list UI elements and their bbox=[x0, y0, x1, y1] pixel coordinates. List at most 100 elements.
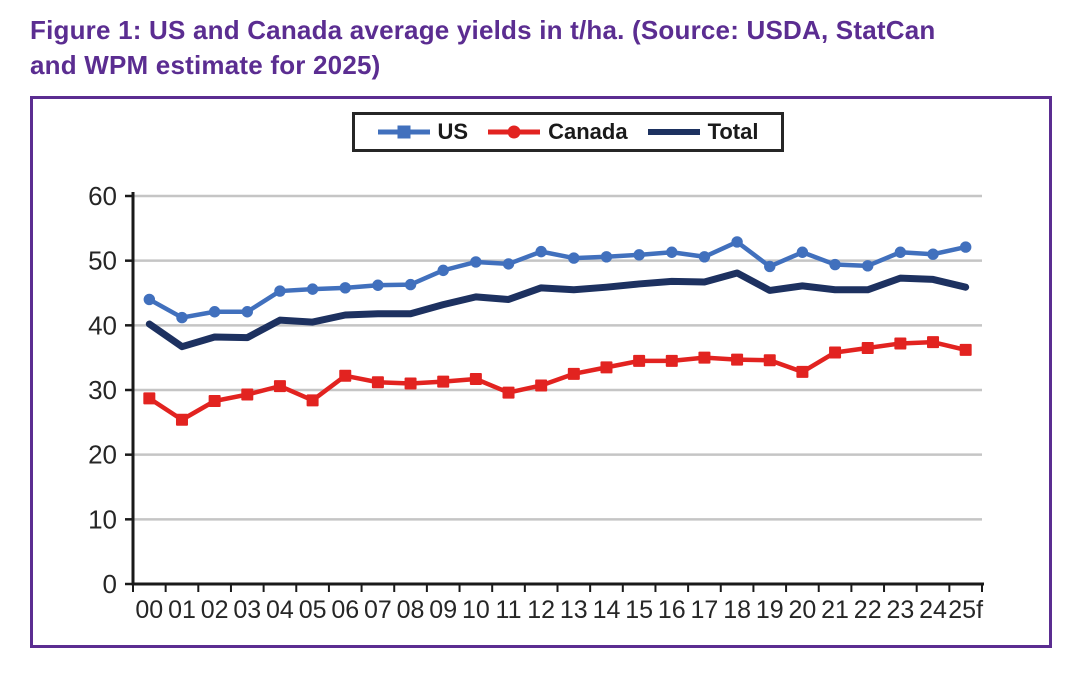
legend-label-canada: Canada bbox=[548, 119, 628, 144]
series-line-canada bbox=[147, 339, 968, 422]
legend-label-us: US bbox=[437, 119, 469, 144]
figure-title-line1: Figure 1: US and Canada average yields i… bbox=[30, 15, 936, 45]
data-point-us-16 bbox=[666, 246, 678, 258]
data-point-canada-05 bbox=[306, 394, 319, 407]
data-point-canada-14 bbox=[600, 361, 613, 374]
data-point-us-21 bbox=[829, 258, 841, 271]
y-tick-label-30: 30 bbox=[88, 375, 117, 405]
data-point-canada-09 bbox=[437, 375, 450, 388]
data-point-canada-24 bbox=[927, 336, 940, 349]
legend-item-us: US bbox=[377, 119, 469, 145]
data-point-us-03 bbox=[241, 306, 253, 318]
data-point-us-09 bbox=[437, 264, 449, 277]
chart-legend: US Canada Total bbox=[352, 112, 784, 152]
legend-marker-total-icon bbox=[647, 129, 700, 135]
data-point-canada-12 bbox=[535, 379, 548, 392]
data-point-canada-13 bbox=[567, 367, 580, 380]
x-tick-label-16: 16 bbox=[658, 596, 686, 624]
data-point-canada-08 bbox=[404, 377, 417, 390]
data-point-us-08 bbox=[404, 278, 417, 291]
data-point-us-10 bbox=[470, 256, 482, 268]
series-line-total bbox=[145, 269, 970, 351]
x-tick-label-11: 11 bbox=[496, 596, 522, 624]
data-point-us-00 bbox=[143, 293, 156, 306]
data-point-canada-00 bbox=[143, 392, 156, 405]
data-point-us-22 bbox=[862, 260, 874, 272]
y-tick-label-20: 20 bbox=[88, 440, 117, 470]
data-point-us-12 bbox=[535, 245, 547, 258]
data-point-canada-20 bbox=[796, 365, 809, 378]
x-tick-label-09: 09 bbox=[429, 596, 457, 624]
x-tick-label-02: 02 bbox=[201, 596, 229, 624]
x-tick-label-23: 23 bbox=[886, 596, 914, 624]
x-tick-label-22: 22 bbox=[854, 596, 882, 624]
x-tick-label-14: 14 bbox=[593, 596, 621, 624]
y-tick-label-60: 60 bbox=[88, 181, 117, 211]
data-point-us-19 bbox=[764, 260, 776, 273]
data-point-canada-22 bbox=[861, 341, 874, 354]
data-point-us-02 bbox=[208, 306, 221, 318]
x-tick-label-06: 06 bbox=[331, 596, 359, 624]
x-tick-label-12: 12 bbox=[527, 596, 555, 624]
data-point-canada-02 bbox=[208, 394, 221, 407]
data-point-us-25f bbox=[959, 241, 972, 253]
data-point-canada-25f bbox=[959, 343, 972, 356]
legend-item-total: Total bbox=[647, 119, 759, 145]
data-point-canada-10 bbox=[469, 373, 482, 386]
x-tick-label-08: 08 bbox=[397, 596, 425, 624]
legend-marker-us-icon bbox=[377, 125, 430, 139]
x-tick-label-20: 20 bbox=[788, 596, 816, 624]
figure-title: Figure 1: US and Canada average yields i… bbox=[30, 13, 1040, 83]
data-point-canada-16 bbox=[665, 354, 678, 367]
data-point-us-13 bbox=[568, 252, 580, 264]
x-tick-label-25f: 25f bbox=[948, 596, 983, 624]
legend-label-total: Total bbox=[707, 119, 759, 144]
x-tick-label-03: 03 bbox=[233, 596, 261, 624]
data-point-us-23 bbox=[894, 246, 907, 258]
data-point-canada-21 bbox=[829, 346, 842, 359]
chart-frame: 0 10 20 30 40 50 60 00 01 02 03 04 05 06 07 08 09 10 11 12 1… bbox=[30, 96, 1052, 648]
x-tick-label-17: 17 bbox=[691, 596, 719, 624]
data-point-canada-17 bbox=[698, 351, 711, 364]
data-point-canada-06 bbox=[339, 369, 352, 382]
x-tick-label-13: 13 bbox=[560, 596, 588, 624]
series-line-us bbox=[147, 239, 968, 320]
x-tick-label-00: 00 bbox=[135, 596, 163, 624]
data-point-us-15 bbox=[633, 249, 645, 261]
data-point-canada-11 bbox=[502, 386, 515, 399]
x-tick-label-05: 05 bbox=[299, 596, 327, 624]
data-point-canada-18 bbox=[731, 353, 744, 366]
data-point-us-17 bbox=[698, 251, 711, 263]
x-tick-label-01: 01 bbox=[168, 596, 196, 624]
data-point-us-24 bbox=[927, 248, 939, 260]
data-point-us-01 bbox=[176, 311, 188, 324]
data-point-canada-04 bbox=[273, 380, 286, 393]
data-point-us-04 bbox=[274, 285, 286, 297]
data-point-us-06 bbox=[339, 282, 351, 294]
x-tick-label-15: 15 bbox=[625, 596, 653, 624]
data-point-us-11 bbox=[502, 258, 515, 270]
legend-marker-canada-icon bbox=[488, 125, 541, 139]
data-point-us-14 bbox=[600, 251, 613, 263]
data-point-us-07 bbox=[372, 279, 384, 291]
x-tick-label-10: 10 bbox=[462, 596, 490, 624]
y-tick-label-40: 40 bbox=[88, 310, 117, 340]
x-tick-label-18: 18 bbox=[723, 596, 751, 624]
y-tick-label-10: 10 bbox=[88, 504, 117, 534]
y-tick-label-50: 50 bbox=[88, 246, 117, 276]
data-point-canada-03 bbox=[241, 388, 254, 401]
data-point-us-18 bbox=[731, 236, 743, 248]
data-point-canada-19 bbox=[763, 354, 776, 367]
x-tick-label-07: 07 bbox=[364, 596, 392, 624]
x-tick-label-19: 19 bbox=[756, 596, 784, 624]
data-point-canada-15 bbox=[633, 354, 646, 367]
data-point-us-20 bbox=[796, 246, 809, 258]
data-point-canada-07 bbox=[371, 376, 384, 389]
x-tick-label-21: 21 bbox=[821, 596, 849, 624]
data-point-canada-01 bbox=[175, 413, 188, 426]
y-tick-label-0: 0 bbox=[103, 569, 117, 599]
x-tick-label-04: 04 bbox=[266, 596, 294, 624]
data-point-us-05 bbox=[306, 283, 319, 295]
data-point-canada-23 bbox=[894, 337, 907, 350]
